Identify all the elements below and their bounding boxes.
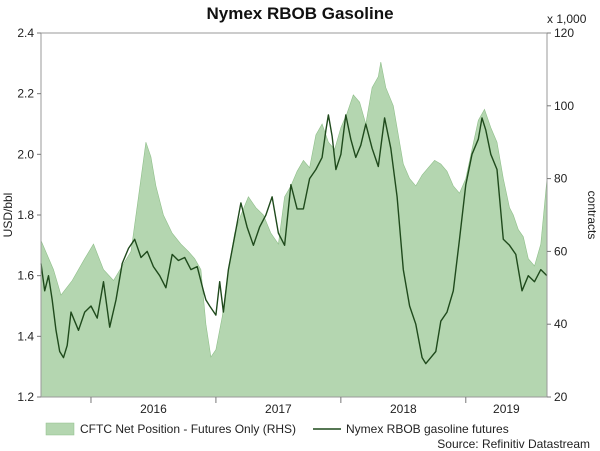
left-tick-label: 1.8 [17,208,34,222]
right-axis-title: contracts [585,191,599,240]
legend-label-futures: Nymex RBOB gasoline futures [346,422,509,436]
left-tick-label: 2.0 [17,147,34,161]
x-tick-label: 2016 [140,402,167,416]
right-tick-label: 80 [554,172,568,186]
left-tick-label: 2.2 [17,87,34,101]
source-note: Source: Refinitiv Datastream [437,437,590,451]
right-axis-ticks: 20 40 60 80 100 120 [547,26,574,404]
left-tick-label: 2.4 [17,26,34,40]
x-axis-ticks: 2016 2017 2018 2019 [90,397,520,416]
left-tick-label: 1.6 [17,269,34,283]
left-axis-title: USD/bbl [1,193,15,238]
x-tick-label: 2019 [493,402,520,416]
legend-label-net-position: CFTC Net Position - Futures Only (RHS) [80,422,296,436]
right-axis-unit-label: x 1,000 [547,12,587,26]
right-tick-label: 100 [554,99,574,113]
chart-title: Nymex RBOB Gasoline [206,4,393,23]
right-tick-label: 120 [554,26,574,40]
legend: CFTC Net Position - Futures Only (RHS) N… [45,422,509,436]
left-tick-label: 1.2 [17,390,34,404]
x-tick-label: 2018 [390,402,417,416]
right-tick-label: 60 [554,244,568,258]
futures-line [40,114,548,365]
legend-swatch-net-position [45,422,75,436]
left-tick-label: 1.4 [17,329,34,343]
plot-area [40,32,548,398]
right-tick-label: 20 [554,390,568,404]
futures-line-layer [40,114,548,365]
right-tick-label: 40 [554,317,568,331]
left-axis-ticks: 1.2 1.4 1.6 1.8 2.0 2.2 2.4 [17,26,41,404]
x-tick-label: 2017 [265,402,292,416]
